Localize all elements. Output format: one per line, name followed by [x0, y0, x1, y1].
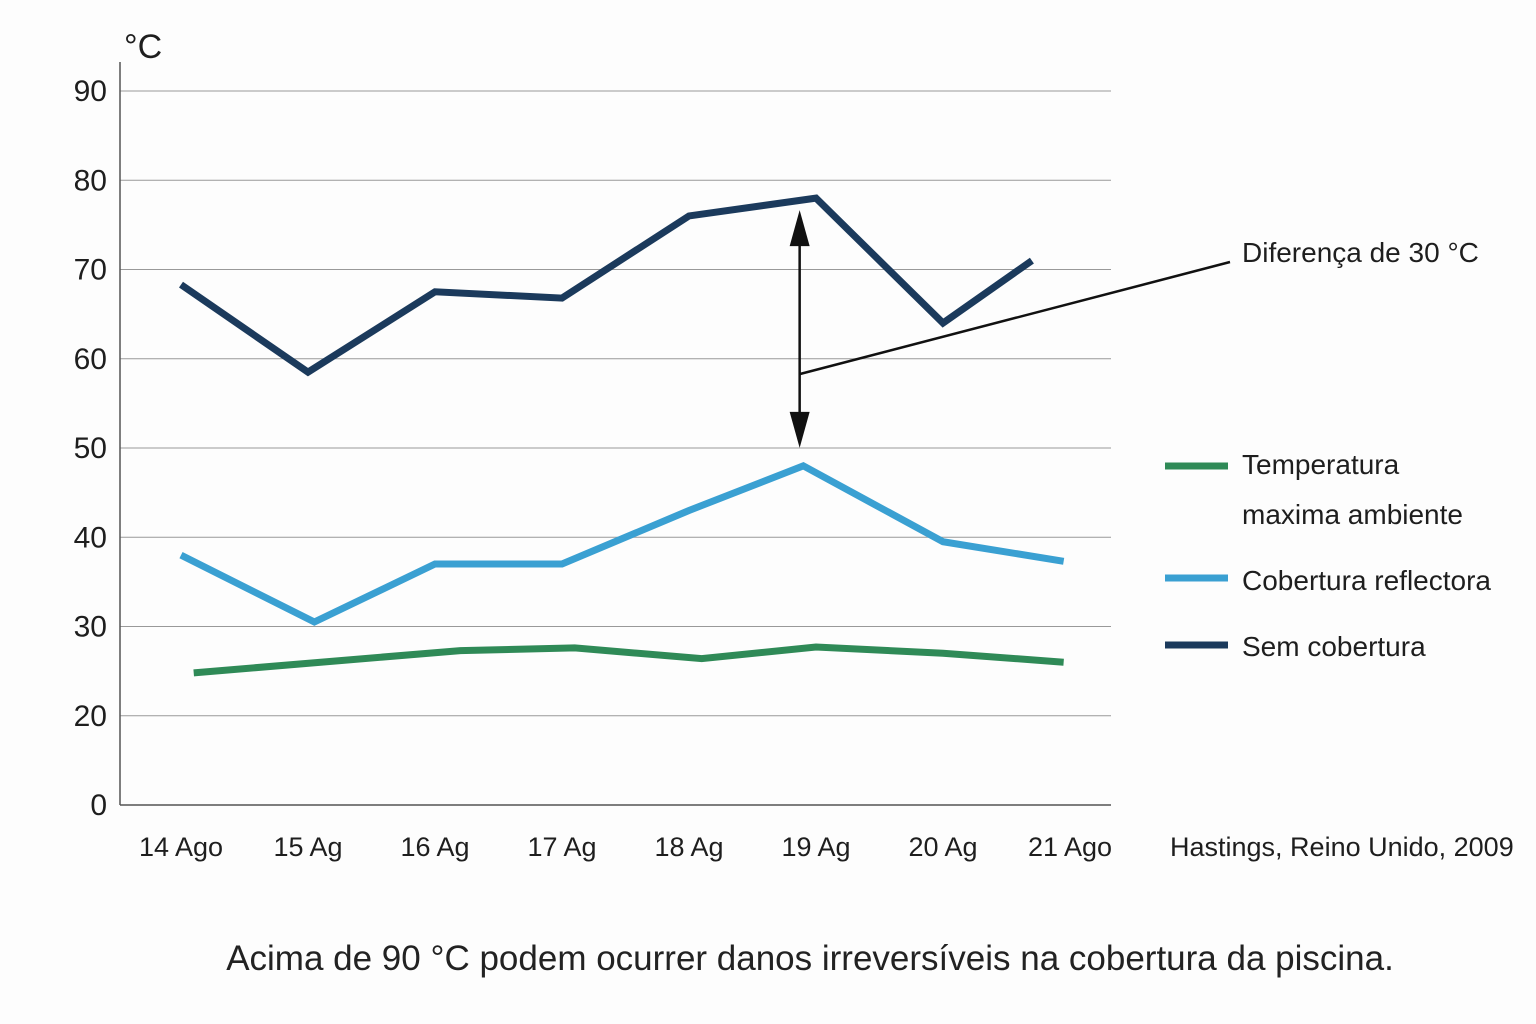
annotation-leader-line	[799, 260, 1231, 376]
x-tick-label: 15 Ag	[273, 832, 342, 862]
legend: Temperatura maxima ambiente Cobertura re…	[1165, 449, 1491, 662]
y-tick-label: 30	[74, 611, 107, 644]
difference-annotation: Diferença de 30 °C	[789, 210, 1479, 448]
legend-label-ambient-1: Temperatura	[1242, 449, 1400, 480]
x-tick-label: 21 Ago	[1028, 832, 1112, 862]
x-tick-label: 20 Ag	[908, 832, 977, 862]
annotation-label: Diferença de 30 °C	[1242, 237, 1479, 268]
series-line-1	[179, 461, 1065, 626]
arrow-head-down	[789, 411, 810, 448]
legend-label-reflectora: Cobertura reflectora	[1242, 565, 1491, 596]
caption: Acima de 90 °C podem ocurrer danos irrev…	[226, 939, 1394, 978]
series-line-0	[179, 194, 1034, 377]
y-tick-label: 80	[74, 164, 107, 197]
series-line-2	[193, 643, 1064, 677]
legend-label-sem-cobertura: Sem cobertura	[1242, 631, 1426, 662]
y-tick-label: 50	[74, 432, 107, 465]
y-tick-label: 0	[90, 789, 107, 822]
x-tick-label: 17 Ag	[527, 832, 596, 862]
x-tick-label: 16 Ag	[400, 832, 469, 862]
source-note: Hastings, Reino Unido, 2009	[1170, 832, 1514, 862]
arrow-head-up	[789, 210, 810, 247]
y-tick-label: 20	[74, 700, 107, 733]
y-axis-unit: °C	[124, 28, 162, 66]
y-tick-label: 60	[74, 343, 107, 376]
y-tick-label: 70	[74, 254, 107, 287]
x-tick-label: 18 Ag	[654, 832, 723, 862]
y-tick-label: 90	[74, 75, 107, 108]
y-tick-label: 40	[74, 521, 107, 554]
x-tick-label: 14 Ago	[139, 832, 223, 862]
legend-label-ambient-2: maxima ambiente	[1242, 499, 1463, 530]
x-tick-label: 19 Ag	[781, 832, 850, 862]
